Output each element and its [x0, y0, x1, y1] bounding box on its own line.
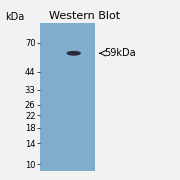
- Bar: [40, 23, 95, 171]
- Text: 59kDa: 59kDa: [104, 48, 136, 58]
- Text: kDa: kDa: [5, 12, 25, 22]
- Ellipse shape: [67, 51, 81, 56]
- Title: Western Blot: Western Blot: [49, 11, 120, 21]
